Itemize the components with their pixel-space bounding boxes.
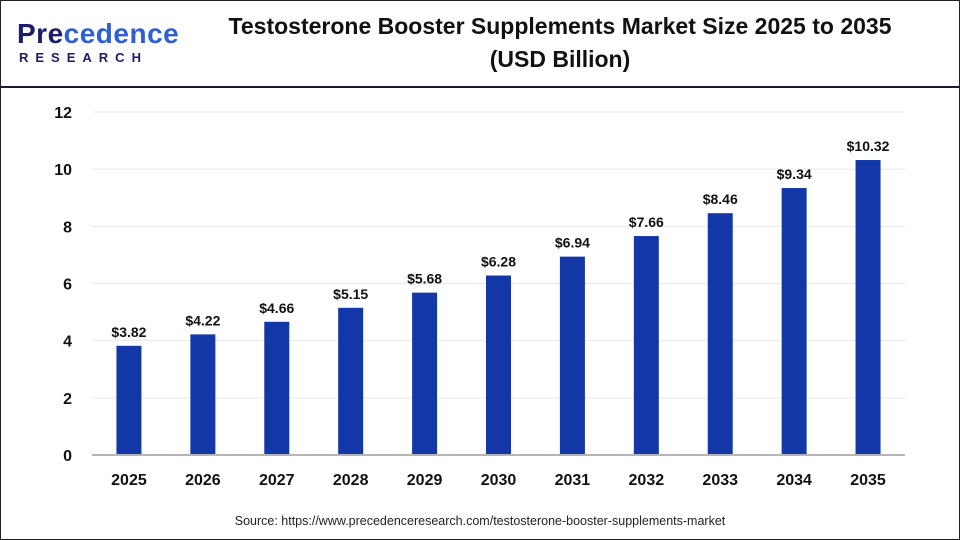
title-line-1: Testosterone Booster Supplements Market …: [228, 13, 892, 39]
precedence-research-logo: Precedence RESEARCH: [17, 18, 180, 65]
data-label: $5.15: [333, 286, 368, 302]
data-label: $6.28: [481, 253, 516, 269]
x-tick-label: 2033: [702, 472, 738, 489]
bar-2033: [707, 213, 733, 455]
data-label: $4.66: [259, 300, 294, 316]
x-tick-label: 2035: [850, 472, 886, 489]
bar-2035: [855, 160, 881, 455]
x-tick-label: 2028: [333, 472, 369, 489]
y-tick-label: 12: [54, 105, 72, 122]
source-note: Source: https://www.precedenceresearch.c…: [234, 514, 726, 528]
bar-2025: [116, 345, 142, 455]
data-label: $7.66: [629, 214, 664, 230]
bar-2028: [338, 307, 364, 455]
y-tick-label: 4: [63, 334, 72, 351]
bar-2031: [559, 256, 585, 455]
title-line-2: (USD Billion): [489, 46, 631, 72]
x-tick-label: 2030: [481, 472, 517, 489]
data-label: $8.46: [703, 191, 738, 207]
bar-2026: [190, 334, 216, 455]
bar-2034: [781, 188, 807, 455]
y-tick-label: 10: [54, 162, 72, 179]
x-tick-label: 2032: [629, 472, 665, 489]
bar-2027: [264, 321, 290, 455]
data-label: $6.94: [555, 235, 590, 251]
data-label: $10.32: [847, 138, 890, 154]
bar-2032: [633, 236, 659, 455]
bar-2029: [412, 292, 438, 455]
data-label: $3.82: [111, 324, 146, 340]
data-label: $9.34: [777, 166, 812, 182]
y-tick-label: 0: [63, 448, 72, 465]
data-label: $4.22: [185, 312, 220, 328]
x-tick-label: 2026: [185, 472, 221, 489]
x-tick-label: 2025: [111, 472, 147, 489]
chart-title: Testosterone Booster Supplements Market …: [180, 10, 940, 76]
y-tick-label: 8: [63, 219, 72, 236]
data-label: $5.68: [407, 271, 442, 287]
y-tick-label: 6: [63, 277, 72, 294]
x-tick-label: 2029: [407, 472, 443, 489]
header: Precedence RESEARCH Testosterone Booster…: [0, 0, 960, 88]
y-tick-label: 2: [63, 391, 72, 408]
bar-2030: [486, 275, 511, 455]
x-tick-label: 2034: [776, 472, 812, 489]
x-tick-label: 2031: [555, 472, 591, 489]
x-tick-label: 2027: [259, 472, 295, 489]
